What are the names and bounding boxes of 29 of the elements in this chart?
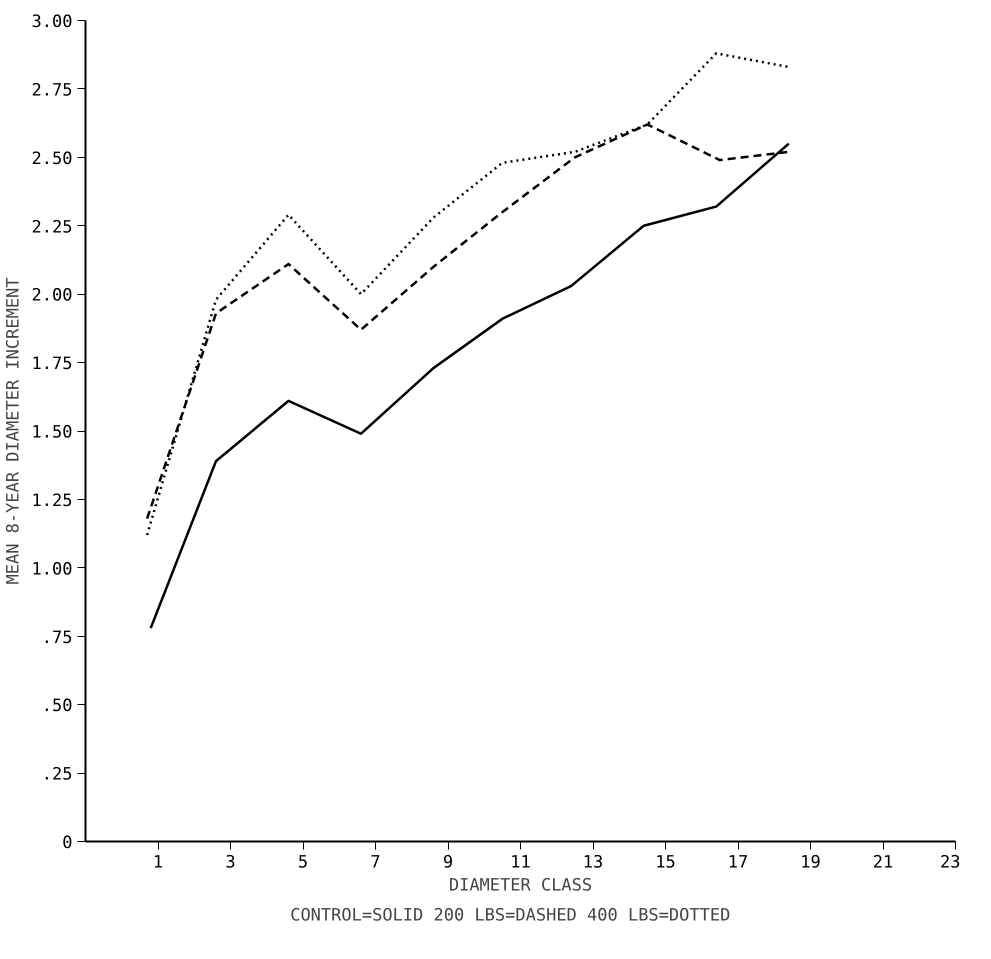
y-axis-title: MEAN 8-YEAR DIAMETER INCREMENT [4, 277, 24, 585]
y-tick-label: .75 [42, 628, 73, 648]
y-tick-label: 2.50 [32, 148, 73, 169]
x-tick-label: 15 [655, 852, 676, 872]
y-tick-label: 1.50 [32, 422, 73, 442]
x-tick-label: 19 [800, 852, 821, 872]
x-tick-label: 7 [370, 852, 381, 872]
y-tick-label: 0 [62, 833, 73, 853]
x-tick-label: 3 [225, 852, 236, 872]
text: CONTROL=SOLID 200 LBS=DASHED 400 LBS=DOTTED [290, 906, 730, 926]
line-series [146, 52, 790, 536]
x-tick-label: 23 [940, 852, 961, 872]
y-tick-label: 1.75 [32, 354, 73, 374]
x-tick-label: 1 [152, 852, 164, 872]
x-axis-title: DIAMETER CLASS [448, 876, 592, 896]
y-tick-label: 2.00 [32, 286, 73, 306]
y-tick-label: 2.75 [32, 80, 73, 100]
x-tick-label: 9 [442, 852, 454, 872]
x-tick-label: 5 [298, 852, 308, 872]
y-tick-label: 1.25 [32, 490, 73, 511]
y-tick-label: .50 [42, 696, 73, 716]
y-tick-label: 1.00 [32, 559, 73, 580]
x-tick-label: 17 [728, 852, 748, 872]
y-tick-label: .25 [42, 764, 73, 785]
y-tick-label: 2.25 [32, 217, 73, 238]
x-tick-label: 21 [872, 852, 894, 872]
y-tick-label: 3.00 [32, 12, 73, 32]
x-tick-label: 13 [582, 852, 604, 872]
x-tick-label: 11 [510, 852, 531, 872]
